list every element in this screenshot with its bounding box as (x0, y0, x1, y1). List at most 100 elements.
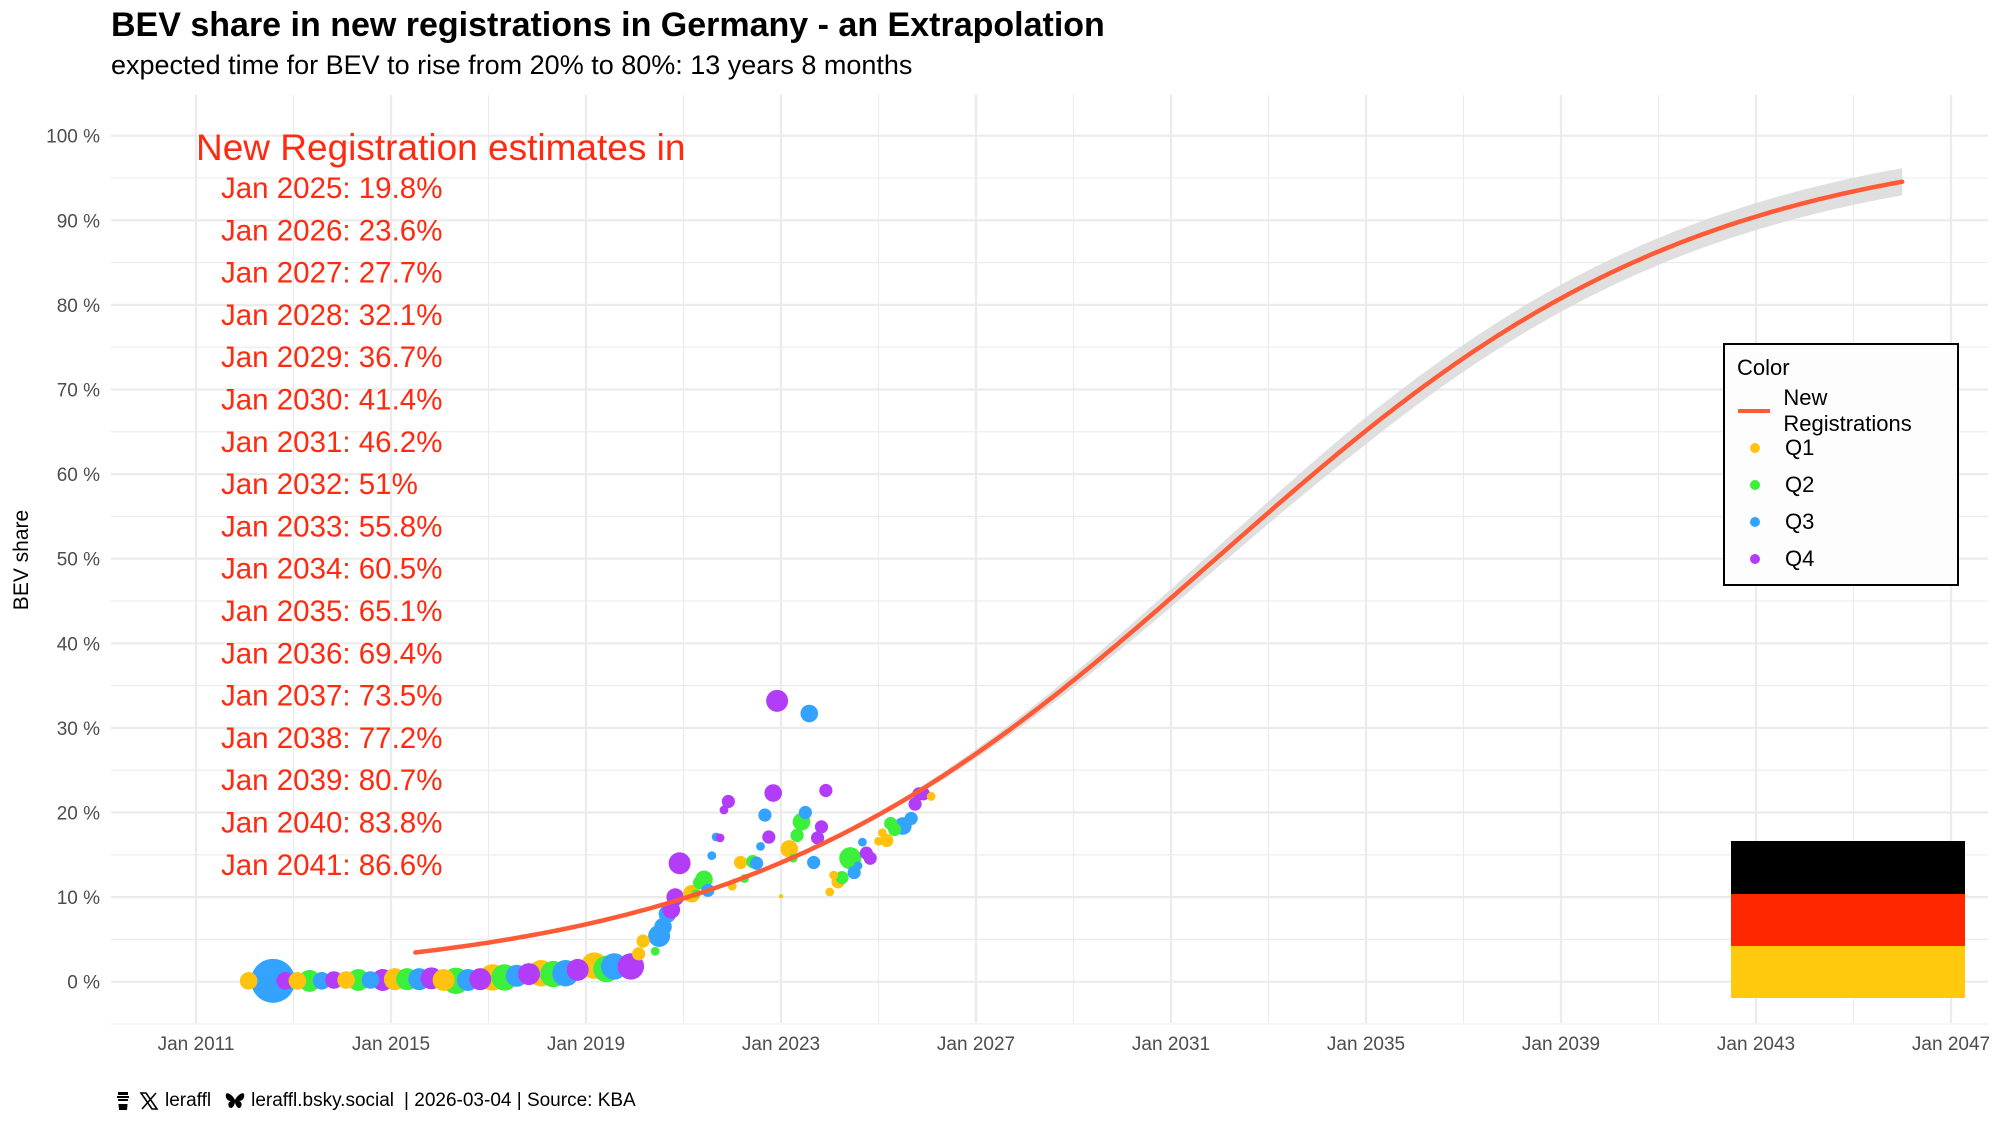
x-tick-label: Jan 2011 (158, 1034, 235, 1055)
scatter-point-q1 (878, 828, 887, 838)
annotation-estimate-line: Jan 2037: 73.5% (221, 680, 442, 713)
scatter-point-q4 (762, 830, 776, 844)
scatter-point-q3 (756, 841, 765, 851)
annotation-estimate-line: Jan 2033: 55.8% (221, 510, 442, 543)
scatter-point-q4 (325, 971, 343, 989)
y-tick-label: 60 % (57, 465, 100, 486)
legend-item-q2: Q2 (1725, 467, 1957, 503)
flag-stripe-gold (1731, 946, 1965, 998)
annotation-estimate-line: Jan 2032: 51% (221, 468, 418, 501)
y-tick-label: 0 % (67, 973, 100, 994)
scatter-point-q1 (780, 840, 799, 858)
scatter-point-q1 (733, 855, 748, 870)
dot-swatch-icon (1750, 443, 1760, 453)
coffee-cup-icon (117, 1092, 129, 1110)
dot-swatch-icon (1750, 517, 1760, 527)
legend-item-new-registrations: New Registrations (1725, 385, 1957, 436)
dot-swatch-icon (1750, 554, 1760, 564)
y-axis-ticks: 0 % 10 % 20 % 30 % 40 % 50 % 60 % 70 % 80 % 90 % 1… (46, 127, 100, 994)
y-tick-label: 70 % (57, 381, 100, 402)
scatter-point-q4 (721, 794, 735, 809)
bsky-handle: leraffl.bsky.social (251, 1090, 395, 1111)
annotation-estimate-line: Jan 2025: 19.8% (221, 172, 442, 205)
caption: leraffl leraffl.bsky.social | 2026-03-04… (113, 1090, 636, 1112)
scatter-point-q1 (880, 833, 894, 848)
annotation-estimate-line: Jan 2031: 46.2% (221, 426, 442, 459)
scatter-point-q1 (825, 887, 835, 897)
annotation-estimate-line: Jan 2028: 32.1% (221, 299, 442, 332)
legend-title: Color (1737, 355, 1790, 380)
annotation-estimate-line: Jan 2030: 41.4% (221, 384, 442, 417)
scatter-point-q3 (251, 958, 296, 1003)
annotation-estimate-line: Jan 2040: 83.8% (221, 807, 442, 840)
scatter-points (239, 689, 936, 1003)
y-tick-label: 10 % (57, 888, 100, 909)
scatter-point-q2 (835, 871, 849, 885)
legend-label: Q1 (1785, 435, 1815, 460)
butterfly-icon (225, 1093, 245, 1108)
legend-item-q3: Q3 (1725, 504, 1957, 540)
scatter-point-q3 (853, 861, 863, 871)
confidence-band (415, 168, 1903, 955)
annotation-estimate-line: Jan 2038: 77.2% (221, 722, 442, 755)
y-tick-label: 20 % (57, 804, 100, 825)
annotation-estimate-line: Jan 2026: 23.6% (221, 214, 442, 247)
scatter-point-q4 (863, 851, 877, 865)
annotation-estimate-line: Jan 2029: 36.7% (221, 341, 442, 374)
y-axis-label: BEV share (10, 510, 33, 610)
dot-swatch-icon (1750, 480, 1760, 490)
chart-subtitle: expected time for BEV to rise from 20% t… (111, 50, 913, 80)
chart-title: BEV share in new registrations in German… (111, 6, 1105, 44)
estimates-annotation: New Registration estimates in Jan 2025: 1… (196, 127, 685, 882)
scatter-point-q1 (239, 972, 258, 990)
y-tick-label: 90 % (57, 211, 100, 232)
scatter-point-q1 (778, 894, 784, 899)
legend-label: Q3 (1785, 509, 1815, 534)
scatter-point-q3 (807, 855, 821, 870)
legend-item-q4: Q4 (1725, 541, 1957, 577)
line-swatch-icon (1738, 409, 1771, 413)
scatter-point-q4 (566, 958, 589, 981)
scatter-point-q2 (650, 946, 660, 956)
scatter-point-q1 (288, 972, 307, 990)
x-tick-label: Jan 2047 (1912, 1034, 1990, 1055)
y-tick-label: 40 % (57, 634, 100, 655)
caption-date-source: | 2026-03-04 | Source: KBA (404, 1090, 636, 1111)
x-tick-label: Jan 2015 (352, 1034, 430, 1055)
x-tick-label: Jan 2039 (1522, 1034, 1600, 1055)
scatter-point-q3 (361, 971, 380, 989)
annotation-estimate-line: Jan 2036: 69.4% (221, 637, 442, 670)
scatter-point-q2 (887, 822, 902, 837)
legend-item-q1: Q1 (1725, 430, 1957, 466)
scatter-point-q4 (469, 968, 492, 991)
legend-label: Q2 (1785, 472, 1815, 497)
scatter-point-q1 (829, 870, 839, 880)
annotation-estimate-line: Jan 2039: 80.7% (221, 764, 442, 797)
x-tick-label: Jan 2023 (742, 1034, 820, 1055)
scatter-point-q4 (517, 963, 540, 986)
scatter-point-q1 (432, 969, 455, 992)
x-tick-label: Jan 2035 (1327, 1034, 1405, 1055)
scatter-point-q3 (800, 704, 819, 723)
y-tick-label: 30 % (57, 719, 100, 740)
scatter-point-q3 (707, 851, 717, 861)
x-tick-label: Jan 2019 (547, 1034, 625, 1055)
scatter-point-q3 (904, 811, 918, 826)
x-axis-ticks: Jan 2011 Jan 2015 Jan 2019 Jan 2023 Jan 2027… (158, 1034, 1990, 1055)
annotation-heading: New Registration estimates in (196, 127, 685, 168)
annotation-estimate-line: Jan 2034: 60.5% (221, 553, 442, 586)
annotation-estimate-line: Jan 2027: 27.7% (221, 257, 442, 290)
scatter-point-q4 (764, 784, 782, 802)
scatter-point-q1 (874, 836, 883, 846)
scatter-point-q1 (632, 947, 646, 961)
scatter-point-q3 (858, 837, 867, 847)
scatter-point-q1 (337, 971, 355, 989)
scatter-point-q2 (790, 828, 804, 842)
scatter-point-q4 (719, 805, 729, 815)
fit-line (413, 179, 1905, 955)
scatter-point-q1 (636, 934, 650, 948)
x-logo-icon (139, 1092, 159, 1110)
scatter-point-q4 (810, 831, 825, 845)
scatter-point-q1 (926, 792, 936, 801)
